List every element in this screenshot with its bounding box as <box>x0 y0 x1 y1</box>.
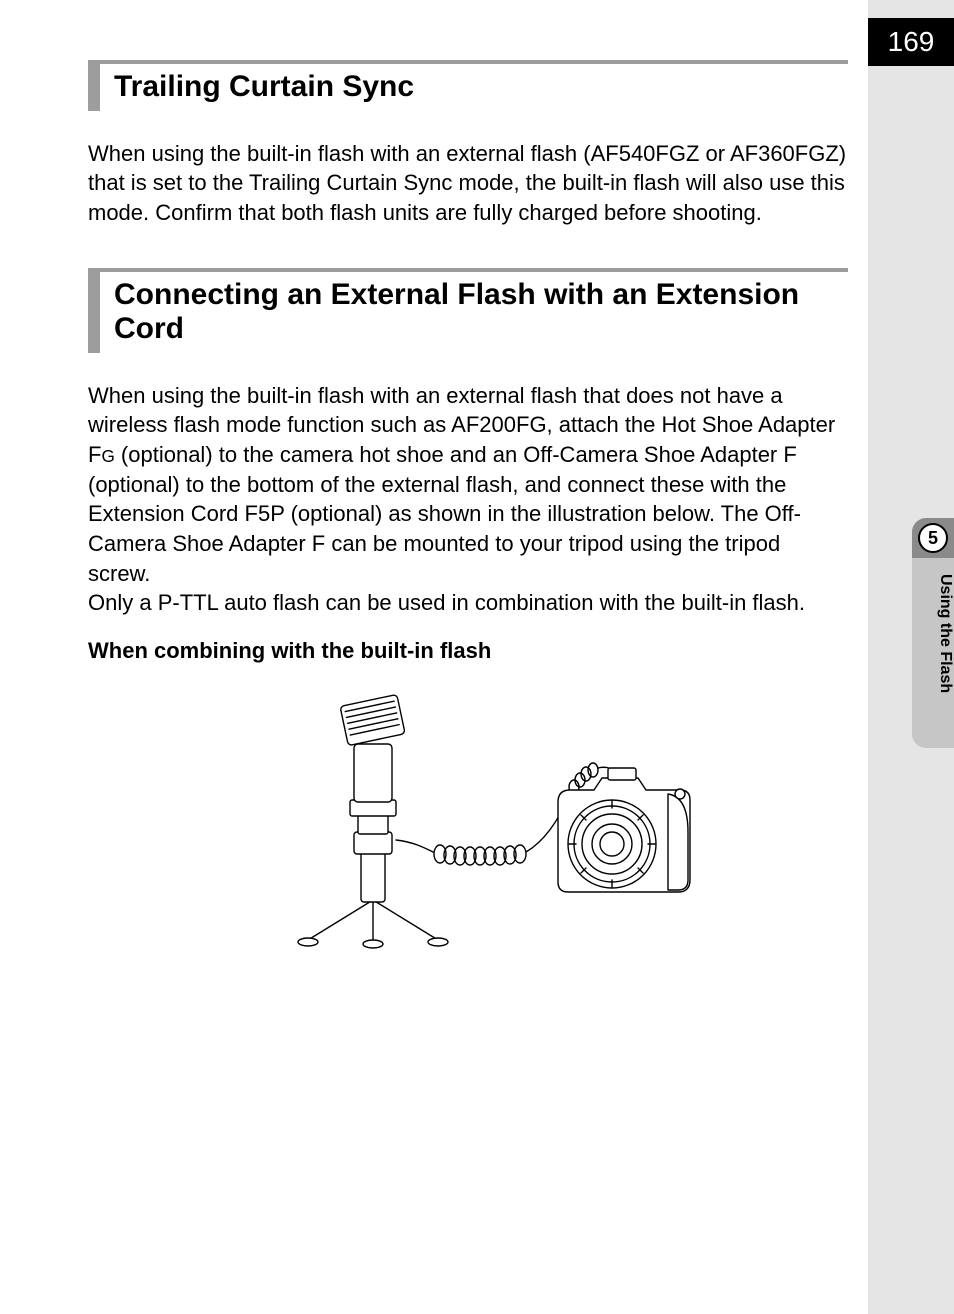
page-number: 169 <box>888 26 935 58</box>
section1-body: When using the built-in flash with an ex… <box>88 139 848 228</box>
section2-heading: Connecting an External Flash with an Ext… <box>114 278 848 347</box>
section2-body-part2: (optional) to the camera hot shoe and an… <box>88 442 801 586</box>
section-heading-bar: Connecting an External Flash with an Ext… <box>88 268 848 353</box>
page-number-box: 169 <box>868 18 954 66</box>
chapter-number-circle: 5 <box>918 523 948 553</box>
side-tab-dark: 5 <box>912 518 954 558</box>
section2-body-g: G <box>101 446 114 466</box>
section2-body-part3: Only a P-TTL auto flash can be used in c… <box>88 590 805 615</box>
section2-body: When using the built-in flash with an ex… <box>88 381 848 619</box>
heading-mark <box>88 60 100 111</box>
section2-sub-heading: When combining with the built-in flash <box>88 638 848 664</box>
chapter-side-tab: 5 Using the Flash <box>912 518 954 748</box>
heading-mark <box>88 268 100 353</box>
heading-text-wrap: Connecting an External Flash with an Ext… <box>100 268 848 353</box>
section1-heading: Trailing Curtain Sync <box>114 70 848 105</box>
manual-page: 169 5 Using the Flash Trailing Curtain S… <box>0 0 954 1314</box>
page-content: Trailing Curtain Sync When using the bui… <box>88 60 848 962</box>
section-heading-bar: Trailing Curtain Sync <box>88 60 848 111</box>
chapter-number: 5 <box>928 528 938 549</box>
chapter-label: Using the Flash <box>912 566 954 746</box>
heading-text-wrap: Trailing Curtain Sync <box>100 60 848 111</box>
flash-connection-illustration <box>198 682 738 962</box>
